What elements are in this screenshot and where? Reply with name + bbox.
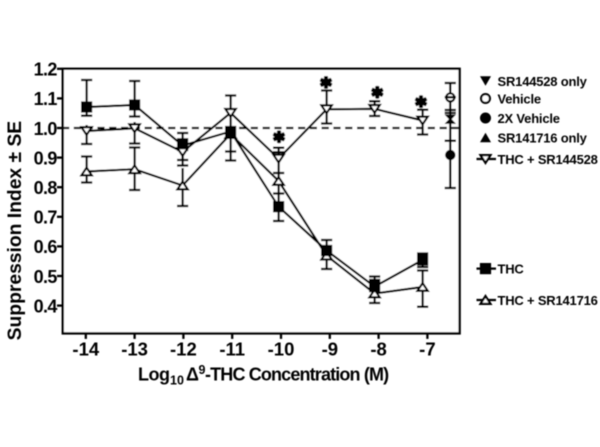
svg-text:0.9: 0.9 [34,148,58,168]
svg-text:-THC Concentration (M): -THC Concentration (M) [205,365,389,385]
svg-text:1.2: 1.2 [34,60,58,80]
svg-text:Suppression Index ± SE: Suppression Index ± SE [5,121,26,341]
svg-text:Δ: Δ [186,365,199,385]
svg-text:THC + SR144528: THC + SR144528 [498,152,598,167]
svg-text:-13: -13 [121,339,148,360]
svg-text:1.0: 1.0 [34,119,58,139]
svg-text:0.7: 0.7 [34,208,58,228]
svg-text:-14: -14 [72,339,99,360]
svg-text:0.8: 0.8 [34,178,58,198]
svg-text:-9: -9 [322,339,338,360]
svg-text:9: 9 [199,363,206,377]
svg-text:SR144528 only: SR144528 only [498,74,588,89]
svg-text:Log: Log [138,365,170,385]
svg-text:-7: -7 [419,339,435,360]
svg-text:-8: -8 [370,339,386,360]
svg-text:-12: -12 [170,339,197,360]
svg-text:0.6: 0.6 [34,237,58,257]
svg-text:10: 10 [170,374,184,388]
svg-text:Vehicle: Vehicle [498,91,541,106]
svg-text:THC + SR141716: THC + SR141716 [498,293,598,308]
svg-text:-10: -10 [268,339,295,360]
svg-text:THC: THC [498,261,525,276]
svg-text:0.4: 0.4 [34,296,58,316]
svg-text:0.5: 0.5 [34,267,58,287]
svg-text:2X Vehicle: 2X Vehicle [498,111,560,126]
svg-text:-11: -11 [219,339,245,360]
svg-text:SR141716 only: SR141716 only [498,130,588,145]
svg-text:1.1: 1.1 [34,89,58,109]
